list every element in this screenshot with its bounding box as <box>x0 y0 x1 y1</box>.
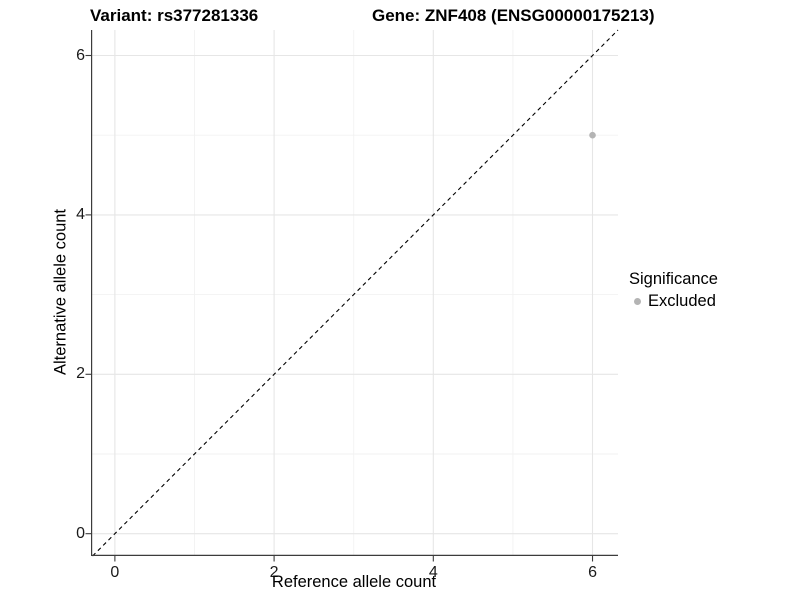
plot-panel <box>85 29 619 562</box>
x-tick-label: 4 <box>428 564 438 581</box>
y-tick-label: 2 <box>76 365 85 383</box>
identity-reference-line <box>92 29 619 557</box>
legend-title: Significance <box>629 270 718 288</box>
data-point[interactable] <box>589 131 596 139</box>
y-tick-label: 4 <box>76 205 85 223</box>
legend-entry[interactable]: Excluded <box>629 292 718 311</box>
x-tick-label: 0 <box>110 564 120 581</box>
y-tick-label: 0 <box>76 524 85 542</box>
plot-canvas <box>85 29 619 562</box>
legend-point-icon <box>634 298 641 305</box>
x-axis-title: Reference allele count <box>271 573 437 591</box>
x-tick-label: 2 <box>269 564 279 581</box>
plot-title-variant: Variant: rs377281336 <box>90 6 259 25</box>
plot-title-gene: Gene: ZNF408 (ENSG00000175213) <box>372 6 655 25</box>
legend-key <box>629 293 646 310</box>
y-tick-label: 6 <box>76 46 85 64</box>
x-tick-label: 6 <box>588 564 597 581</box>
y-axis-title: Alternative allele count <box>51 208 70 376</box>
legend: Significance Excluded <box>629 270 718 311</box>
legend-entry-label: Excluded <box>648 292 716 310</box>
legend-entries: Excluded <box>629 292 718 311</box>
